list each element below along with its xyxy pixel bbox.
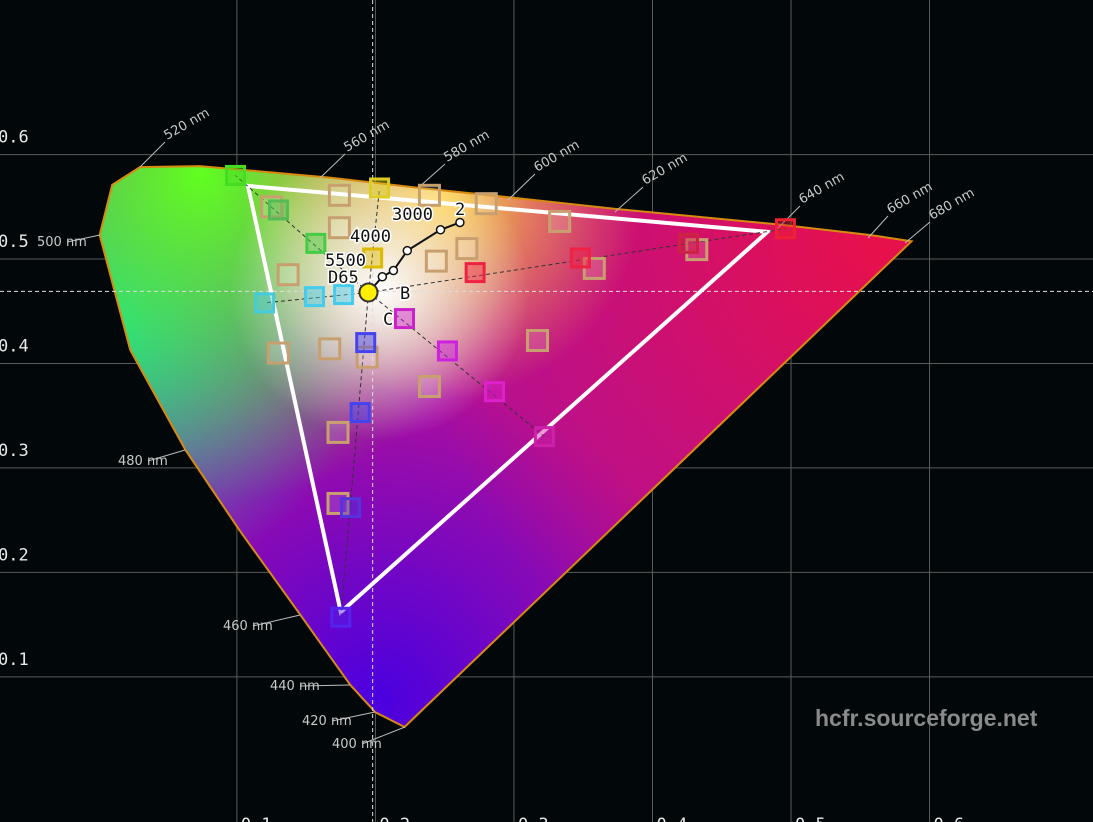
target-square	[548, 209, 572, 233]
y-tick-label: 0.6	[0, 128, 29, 148]
wavelength-label: 620 nm	[640, 151, 691, 189]
planckian-point	[455, 217, 465, 228]
leader-line	[331, 711, 376, 722]
leader-line	[614, 186, 644, 213]
measured-square	[569, 247, 591, 269]
watermark: hcfr.sourceforge.net	[815, 705, 1038, 731]
cct-label: D65	[328, 268, 359, 288]
spectral-locus	[98, 165, 914, 729]
leader-line	[66, 234, 101, 243]
leader-line	[777, 205, 801, 229]
target-square	[417, 183, 441, 207]
saturation-line	[368, 228, 786, 293]
y-tick-label: 0.5	[0, 232, 29, 252]
planckian-point	[402, 245, 413, 256]
y-tick-label: 0.4	[0, 336, 29, 356]
planckian-point	[435, 225, 446, 235]
leader-line	[319, 153, 346, 179]
measured-square	[369, 177, 391, 199]
leader-line	[904, 221, 931, 244]
leader-line	[299, 684, 351, 687]
x-tick-label: 0.4	[656, 815, 687, 822]
saturation-line	[368, 292, 545, 437]
cct-label: 4000	[350, 227, 391, 247]
cct-label: C	[383, 310, 393, 330]
wavelength-label: 520 nm	[162, 106, 213, 144]
cct-label: 2	[455, 200, 465, 220]
reference-gamut	[245, 183, 773, 616]
y-tick-label: 0.3	[0, 441, 29, 461]
wavelength-label: 440 nm	[270, 679, 320, 694]
measured-square	[254, 292, 276, 314]
target-square	[474, 192, 498, 216]
target-square	[327, 183, 351, 207]
measured-square	[436, 340, 458, 362]
measured-square	[305, 232, 327, 254]
saturation-line	[367, 187, 381, 293]
target-square	[266, 341, 290, 365]
measured-square	[333, 284, 355, 306]
leader-line	[252, 614, 301, 627]
measured-square	[225, 164, 247, 186]
wavelength-label: 400 nm	[332, 737, 382, 752]
wavelength-label: 640 nm	[797, 170, 848, 208]
planckian-point	[388, 265, 399, 276]
wavelength-label: 600 nm	[532, 138, 583, 176]
measured-square	[533, 426, 555, 448]
measured-square	[677, 232, 699, 254]
saturation-line	[235, 175, 369, 293]
cct-label: 3000	[392, 205, 433, 225]
measured-square	[267, 199, 289, 221]
planckian-point	[377, 272, 388, 282]
measured-square	[303, 286, 325, 308]
saturation-line	[340, 292, 369, 618]
wavelength-label: 500 nm	[37, 235, 87, 250]
measured-square	[355, 332, 377, 354]
y-tick-label: 0.2	[0, 545, 29, 565]
leader-line	[361, 726, 406, 745]
wavelength-label: 460 nm	[223, 619, 273, 634]
measured-square	[464, 262, 486, 284]
wavelength-label: 480 nm	[118, 454, 168, 469]
x-tick-label: 0.6	[934, 815, 965, 822]
x-tick-label: 0.2	[379, 815, 410, 822]
target-square	[276, 263, 300, 287]
wavelength-label: 580 nm	[442, 128, 493, 166]
measured-square	[774, 218, 796, 240]
x-tick-label: 0.1	[241, 815, 272, 822]
y-tick-label: 0.1	[0, 650, 29, 670]
x-tick-label: 0.5	[795, 815, 826, 822]
leader-line	[507, 173, 536, 201]
cct-label: B	[400, 284, 410, 304]
target-square	[525, 328, 549, 352]
cct-label: 5500	[325, 251, 366, 271]
target-square	[326, 420, 350, 444]
measured-square	[339, 497, 361, 519]
wavelength-label: 560 nm	[342, 118, 393, 156]
target-square	[455, 237, 479, 261]
leader-line	[139, 141, 166, 168]
x-tick-label: 0.3	[518, 815, 549, 822]
target-square	[424, 249, 448, 273]
white-point	[358, 282, 379, 303]
leader-line	[147, 449, 186, 462]
measured-square	[362, 247, 384, 269]
target-square	[327, 216, 351, 240]
measured-square	[330, 606, 352, 628]
wavelength-label: 420 nm	[302, 714, 352, 729]
measured-square	[349, 402, 371, 424]
target-square	[318, 337, 342, 361]
measured-square	[484, 381, 506, 403]
leader-line	[867, 215, 889, 239]
measured-square	[394, 308, 416, 330]
target-square	[417, 374, 441, 398]
